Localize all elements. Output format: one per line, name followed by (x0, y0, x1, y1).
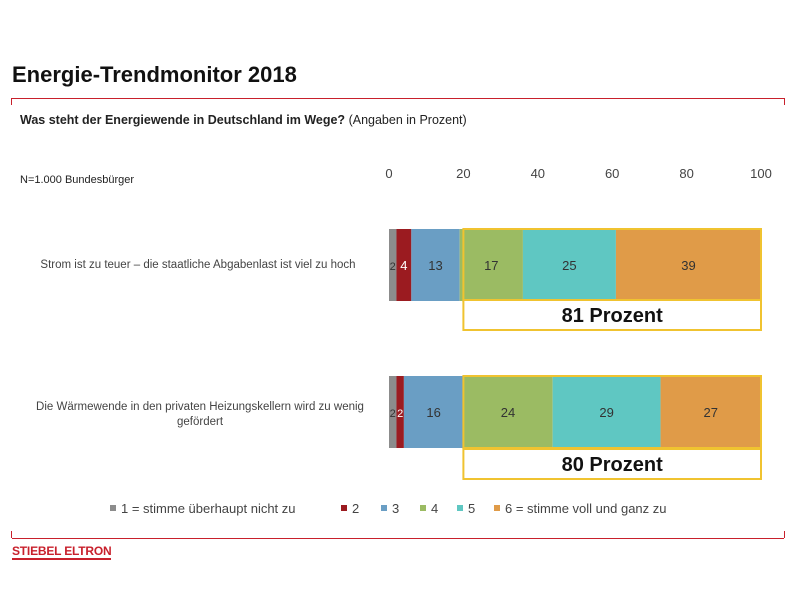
legend-label: 1 = stimme überhaupt nicht zu (121, 501, 296, 516)
legend: 1 = stimme überhaupt nicht zu 2 3 4 5 6 = sti… (110, 501, 667, 516)
bar-value-label: 29 (599, 405, 613, 420)
bar-value-label: 13 (428, 258, 442, 273)
highlight-boxes: 81 Prozent 80 Prozent (462, 228, 762, 480)
bar-value-label: 2 (390, 261, 396, 273)
bar-segment (463, 376, 553, 448)
header-rule (11, 98, 785, 105)
highlight-box (462, 448, 762, 480)
bar-segment (615, 229, 761, 301)
question-text: Was steht der Energiewende in Deutschlan… (20, 113, 346, 127)
legend-swatch (494, 505, 500, 511)
legend-label: 6 = stimme voll und ganz zu (505, 501, 667, 516)
bar-value-label: 16 (426, 405, 440, 420)
bar-value-label: 27 (704, 405, 718, 420)
highlight-label: 81 Prozent (562, 305, 663, 327)
bar-value-label: 25 (562, 258, 576, 273)
legend-swatch (457, 505, 463, 511)
x-tick-label: 100 (750, 166, 772, 181)
bar-value-label: 4 (400, 258, 407, 273)
bar-segment (552, 376, 661, 448)
bar-segment (389, 229, 397, 301)
x-tick-label: 60 (605, 166, 619, 181)
bar-segment (396, 229, 412, 301)
bar-segment (459, 229, 523, 301)
bar-value-label: 17 (484, 258, 498, 273)
x-tick-label: 20 (456, 166, 470, 181)
x-tick-label: 0 (385, 166, 392, 181)
legend-swatch (420, 505, 426, 511)
question-note: (Angaben in Prozent) (348, 113, 467, 127)
category-label-2: Die Wärmewende in den privaten Heizungsk… (36, 401, 364, 428)
bar-segment (403, 376, 464, 448)
legend-label: 4 (431, 501, 438, 516)
legend-label: 2 (352, 501, 359, 516)
bar-value-label: 24 (501, 405, 515, 420)
page-title: Energie-Trendmonitor 2018 (12, 62, 297, 87)
legend-swatch (381, 505, 387, 511)
bar-segment (389, 376, 397, 448)
highlight-box (462, 299, 762, 331)
x-tick-label: 40 (531, 166, 545, 181)
brand-logo: STIEBEL ELTRON (12, 544, 112, 560)
bar-segment (411, 229, 460, 301)
x-axis-ticks: 0 20 40 60 80 100 (385, 166, 771, 181)
bar-segment (522, 229, 616, 301)
bar-value-label: 2 (397, 408, 403, 420)
category-label-1: Strom ist zu teuer – die staatliche Abga… (40, 259, 356, 271)
legend-label: 3 (392, 501, 399, 516)
legend-swatch (341, 505, 347, 511)
bar-value-label: 39 (681, 258, 695, 273)
bar-segment (396, 376, 404, 448)
chart-question: Was steht der Energiewende in Deutschlan… (20, 113, 467, 127)
legend-swatch (110, 505, 116, 511)
legend-label: 5 (468, 501, 475, 516)
bar-value-label: 2 (390, 408, 396, 420)
footer-rule (11, 531, 785, 539)
highlight-label: 80 Prozent (562, 454, 663, 476)
bar-segment (660, 376, 761, 448)
bar-segments: 2 4 13 17 25 392 2 16 24 29 27 (389, 229, 761, 448)
x-tick-label: 80 (679, 166, 693, 181)
sample-size: N=1.000 Bundesbürger (20, 174, 135, 186)
